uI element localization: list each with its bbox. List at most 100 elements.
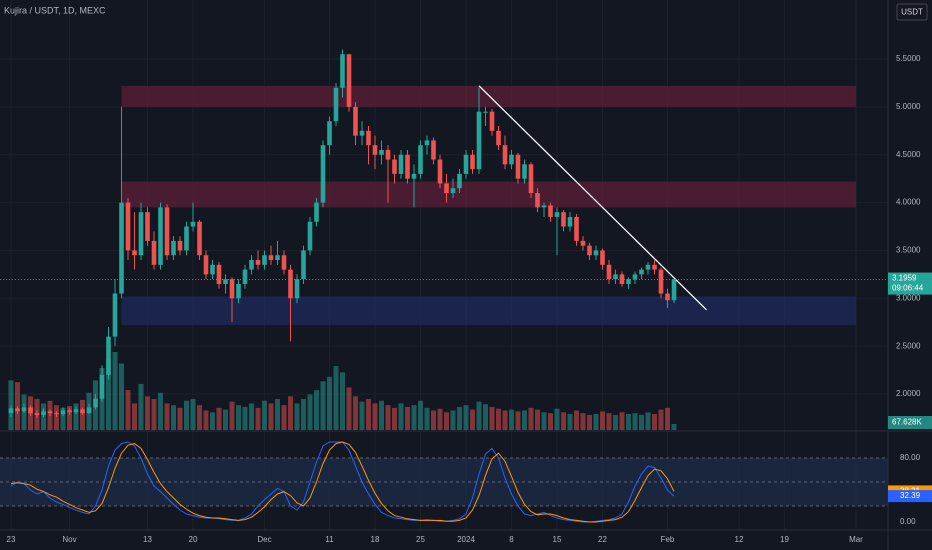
volume-bar — [54, 405, 59, 430]
currency-button-label[interactable]: USDT — [901, 8, 923, 17]
volume-bar — [164, 403, 170, 430]
candle-body — [320, 145, 326, 203]
candle-body — [255, 260, 261, 265]
x-tick-label: 13 — [143, 535, 152, 544]
volume-bar — [15, 382, 20, 430]
last-price-badge — [888, 272, 932, 295]
candle-body — [106, 336, 111, 375]
candle-body — [548, 205, 553, 217]
volume-bar — [405, 406, 410, 430]
volume-bar — [671, 424, 677, 430]
candle-body — [216, 264, 222, 284]
countdown-label: 09:06:44 — [892, 284, 924, 293]
volume-bar — [281, 405, 287, 430]
candle-body — [535, 193, 540, 208]
candle-body — [658, 269, 664, 294]
volume-bar — [574, 410, 579, 430]
candle-body — [47, 411, 53, 414]
volume-bar — [320, 381, 326, 430]
volume-bar — [496, 408, 501, 430]
zone-layer — [121, 85, 856, 326]
candle-body — [561, 212, 566, 227]
x-tick-label: Mar — [849, 535, 863, 544]
volume-bar — [567, 414, 573, 430]
volume-bar — [307, 394, 313, 430]
volume-bar — [327, 376, 332, 430]
volume-bar — [632, 413, 638, 430]
volume-bar — [463, 405, 469, 430]
volume-bar — [8, 380, 14, 430]
volume-bar — [301, 398, 306, 430]
candle-body — [437, 159, 443, 184]
x-tick-label: 25 — [416, 535, 425, 544]
volume-bar — [60, 407, 66, 430]
x-tick-label: 2024 — [457, 535, 475, 544]
volume-bar — [392, 407, 397, 430]
volume-bar — [255, 407, 261, 430]
candle-body — [93, 398, 98, 408]
currency-button[interactable] — [896, 3, 928, 21]
volume-bar — [444, 412, 449, 430]
chart-title: Kujira / USDT, 1D, MEXC — [4, 5, 106, 15]
candle-body — [574, 216, 579, 241]
volume-bar — [366, 398, 371, 430]
candle-body — [73, 409, 79, 413]
candle-body — [613, 274, 618, 280]
candle-body — [418, 145, 423, 174]
volume-bar — [372, 403, 378, 430]
oscillator-line — [10, 441, 675, 523]
volume-badge — [888, 416, 932, 429]
volume-bar — [268, 403, 274, 430]
y-tick-label: 2.5000 — [896, 341, 921, 350]
x-tick-label: 23 — [7, 535, 16, 544]
candle-body — [346, 54, 352, 107]
volume-bar — [541, 412, 547, 430]
volume-bar — [522, 410, 527, 430]
candle-body — [528, 164, 534, 194]
candle-body — [67, 410, 72, 413]
oscillator-layer — [0, 441, 888, 523]
x-tick-label: 19 — [780, 535, 789, 544]
volume-bar — [619, 412, 625, 430]
candle-body — [138, 212, 144, 256]
volume-bar — [580, 413, 586, 430]
volume-bar — [424, 407, 430, 430]
candle-body — [307, 221, 313, 251]
candle-body — [405, 154, 410, 179]
volume-bar — [203, 410, 209, 430]
last-price-label: 3.1959 — [892, 274, 917, 283]
volume-bar — [587, 414, 592, 430]
candle-body — [483, 111, 488, 113]
volume-bar — [626, 414, 631, 430]
volume-bar — [606, 413, 612, 430]
volume-bar — [119, 363, 124, 430]
candle-body — [197, 221, 202, 256]
candle-body — [314, 202, 319, 222]
candle-body — [327, 121, 332, 146]
candle-body — [424, 140, 430, 146]
candle-body — [411, 173, 417, 179]
candle-body — [515, 154, 521, 179]
candle-body — [593, 250, 599, 256]
candle-body — [281, 255, 287, 270]
candle-body — [54, 413, 59, 415]
volume-bar — [112, 352, 118, 430]
x-tick-label: 15 — [553, 535, 562, 544]
volume-bar — [210, 412, 215, 430]
zone — [121, 181, 856, 208]
candle-body — [203, 255, 209, 275]
volume-bar — [450, 410, 456, 430]
volume-bar — [470, 409, 475, 430]
candle-body — [268, 255, 274, 261]
candle-body — [86, 407, 92, 414]
volume-bar — [294, 403, 300, 430]
volume-bar — [353, 396, 358, 430]
volume-bar — [476, 401, 482, 430]
candle-body — [392, 159, 397, 174]
candle-body — [60, 410, 66, 415]
candle-body — [333, 87, 339, 122]
y-tick-label: 5.5000 — [896, 54, 921, 63]
volume-bar — [639, 414, 644, 430]
candle-body — [567, 216, 573, 227]
